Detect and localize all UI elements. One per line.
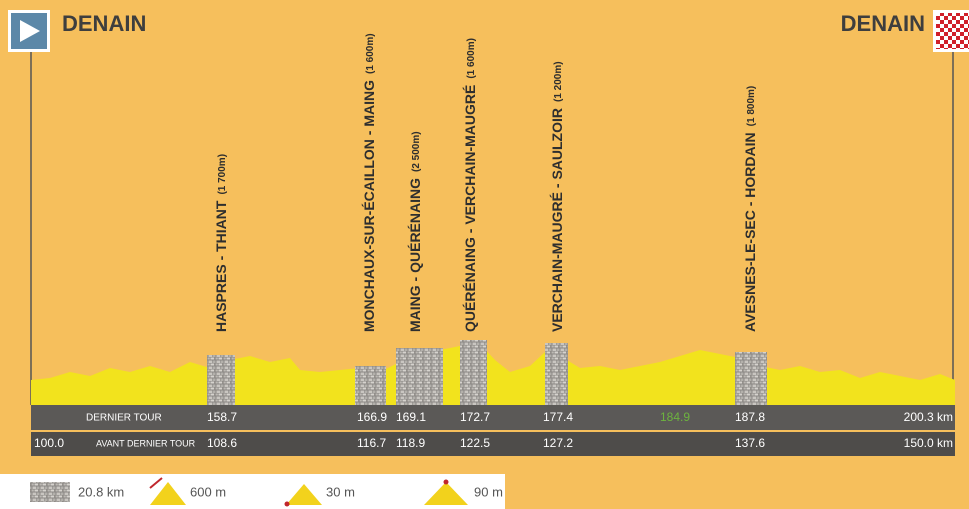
sector-name: HASPRES - THIANT xyxy=(213,200,229,332)
sector-length: (2 500m) xyxy=(411,131,422,172)
start-arrow xyxy=(20,20,40,42)
sector-name: QUÉRÉNAING - VERCHAIN-MAUGRÉ xyxy=(462,85,478,332)
row-label: AVANT DERNIER TOUR xyxy=(96,438,196,448)
sector-label: HASPRES - THIANT (1 700m) xyxy=(213,154,229,332)
row-band xyxy=(31,432,955,456)
row-cell: 200.3 km xyxy=(904,410,953,424)
row-cell: 127.2 xyxy=(543,436,573,450)
sector-length: (1 700m) xyxy=(217,154,228,195)
sector-label: MAING - QUÉRÉNAING (2 500m) xyxy=(407,131,423,332)
elevation-profile xyxy=(31,344,955,405)
sector-label: MONCHAUX-SUR-ÉCAILLON - MAING (1 600m) xyxy=(361,33,377,332)
row-label: DERNIER TOUR xyxy=(86,413,162,424)
finish-flag xyxy=(936,13,969,49)
legend-descent-dot xyxy=(284,501,290,507)
sector-name: MONCHAUX-SUR-ÉCAILLON - MAING xyxy=(361,80,377,332)
row-cell: 137.6 xyxy=(735,436,765,450)
legend-climb-icon xyxy=(150,482,186,505)
sector-label: AVESNES-LE-SEC - HORDAIN (1 800m) xyxy=(742,86,758,332)
row-cell: 169.1 xyxy=(396,410,426,424)
sector-length: (1 600m) xyxy=(365,33,376,74)
row-cell: 184.9 xyxy=(660,410,690,424)
legend-climb: 600 m xyxy=(190,484,226,499)
row-cell: 172.7 xyxy=(460,410,490,424)
sector-length: (1 800m) xyxy=(746,86,757,127)
start-label: DENAIN xyxy=(62,11,146,36)
cobble-sector xyxy=(396,348,443,405)
legend-summit-dot xyxy=(443,479,449,485)
row-cell: 150.0 km xyxy=(904,436,953,450)
row-cell: 108.6 xyxy=(207,436,237,450)
row-cell: 187.8 xyxy=(735,410,765,424)
legend-cobbles: 20.8 km xyxy=(78,484,124,499)
finish-label: DENAIN xyxy=(841,11,925,36)
row-band xyxy=(31,405,955,430)
sector-name: MAING - QUÉRÉNAING xyxy=(407,178,423,332)
row-cell: 177.4 xyxy=(543,410,573,424)
row-cell: 116.7 xyxy=(357,436,386,450)
cobble-sector xyxy=(355,366,386,405)
cobble-sector xyxy=(735,352,767,405)
legend-cobbles-icon xyxy=(30,482,70,502)
sector-length: (1 200m) xyxy=(553,61,564,102)
row-cell: 158.7 xyxy=(207,410,237,424)
sector-label: VERCHAIN-MAUGRÉ - SAULZOIR (1 200m) xyxy=(549,61,565,332)
sector-label: QUÉRÉNAING - VERCHAIN-MAUGRÉ (1 600m) xyxy=(462,38,478,332)
row-cell: 122.5 xyxy=(460,436,490,450)
sector-name: AVESNES-LE-SEC - HORDAIN xyxy=(742,132,758,332)
cobble-sector xyxy=(460,340,487,405)
row-cell: 166.9 xyxy=(357,410,387,424)
row-start: 100.0 xyxy=(34,436,64,450)
legend-summit-icon xyxy=(424,482,468,505)
legend-descent: 30 m xyxy=(326,484,355,499)
row-cell: 118.9 xyxy=(396,436,425,450)
cobble-sector xyxy=(207,355,235,405)
legend-summit: 90 m xyxy=(474,484,503,499)
legend-box xyxy=(0,474,505,509)
cobble-sector xyxy=(545,343,568,405)
legend-descent-icon xyxy=(286,484,322,505)
sector-length: (1 600m) xyxy=(466,38,477,79)
legend-climb-arrow xyxy=(149,477,163,489)
sector-name: VERCHAIN-MAUGRÉ - SAULZOIR xyxy=(549,108,565,332)
